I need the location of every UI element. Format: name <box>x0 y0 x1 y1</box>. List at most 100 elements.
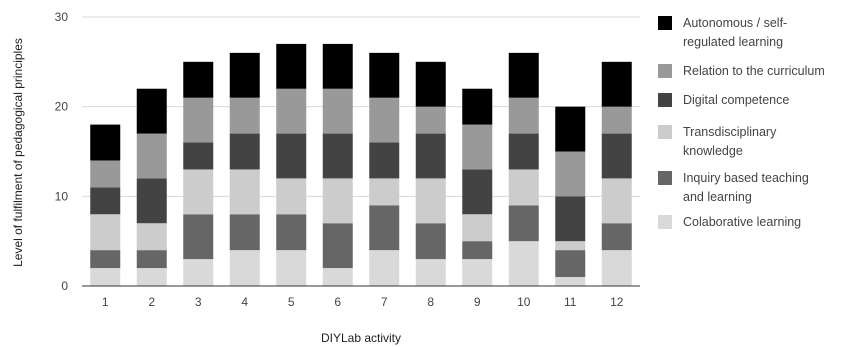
x-axis-ticks: 1 2 3 4 5 6 7 8 9 10 11 12 <box>102 295 624 309</box>
bar-segment <box>601 133 632 179</box>
y-axis-ticks: 0 10 20 30 <box>55 10 69 293</box>
bar-segment <box>183 97 214 143</box>
bar-segment <box>508 133 539 170</box>
x-tick-label: 12 <box>610 295 624 309</box>
bar-segment <box>229 169 260 215</box>
bar-segment <box>555 277 586 286</box>
bar-segment <box>369 250 400 286</box>
bar-segment <box>415 61 446 107</box>
bar-segment <box>322 178 353 224</box>
gridlines <box>82 16 640 197</box>
legend-swatch <box>658 125 672 139</box>
y-tick-label: 0 <box>61 279 68 293</box>
bar-segment <box>601 223 632 251</box>
legend-label: Colaborative learning <box>683 215 801 229</box>
bar-segment <box>90 250 121 269</box>
bar-segment <box>369 178 400 206</box>
bar-segment <box>369 205 400 251</box>
x-tick-label: 10 <box>517 295 531 309</box>
legend-label: Inquiry based teaching <box>683 171 809 185</box>
bar-segment <box>183 142 214 170</box>
bar-segment <box>276 178 307 215</box>
bar-segment <box>322 133 353 179</box>
x-tick-label: 7 <box>381 295 388 309</box>
bar-segment <box>415 223 446 260</box>
bar-segment <box>90 187 121 215</box>
legend-label: and learning <box>683 190 752 204</box>
bar-segment <box>183 259 214 286</box>
bar-segment <box>369 52 400 98</box>
bar-segment <box>462 124 493 170</box>
bar-segment <box>462 259 493 286</box>
y-tick-label: 20 <box>55 100 69 114</box>
bar-segment <box>322 88 353 134</box>
bar-segment <box>601 178 632 224</box>
bar-segment <box>322 268 353 286</box>
legend-label: regulated learning <box>683 35 783 49</box>
bar-segment <box>555 196 586 242</box>
bars <box>90 43 632 286</box>
bar-segment <box>136 88 167 134</box>
bar-segment <box>508 205 539 242</box>
bar-segment <box>90 214 121 251</box>
x-tick-label: 3 <box>195 295 202 309</box>
bar-segment <box>601 106 632 134</box>
bar-segment <box>601 61 632 107</box>
bar-segment <box>183 169 214 215</box>
bar-segment <box>276 250 307 286</box>
legend-swatch <box>658 215 672 229</box>
x-tick-label: 9 <box>474 295 481 309</box>
bar-segment <box>276 88 307 134</box>
bar-segment <box>136 223 167 251</box>
legend-label: knowledge <box>683 144 743 158</box>
legend-label: Autonomous / self- <box>683 16 787 30</box>
bar-segment <box>229 97 260 134</box>
legend-label: Relation to the curriculum <box>683 64 825 78</box>
x-tick-label: 11 <box>564 295 577 309</box>
bar-segment <box>229 214 260 251</box>
bar-segment <box>462 241 493 260</box>
x-tick-label: 6 <box>334 295 341 309</box>
bar-segment <box>136 178 167 224</box>
bar-segment <box>462 88 493 125</box>
legend-swatch <box>658 93 672 107</box>
bar-segment <box>462 214 493 242</box>
bar-segment <box>136 133 167 179</box>
legend: Autonomous / self-regulated learning Rela… <box>658 16 825 229</box>
bar-segment <box>508 97 539 134</box>
bar-segment <box>508 169 539 206</box>
bar-segment <box>415 133 446 179</box>
bar-segment <box>415 259 446 286</box>
bar-segment <box>369 142 400 179</box>
bar-segment <box>462 169 493 215</box>
x-tick-label: 2 <box>148 295 155 309</box>
legend-label: Digital competence <box>683 93 789 107</box>
bar-segment <box>322 223 353 269</box>
bar-segment <box>415 106 446 134</box>
bar-segment <box>555 241 586 251</box>
legend-swatch <box>658 16 672 30</box>
x-tick-label: 4 <box>241 295 248 309</box>
y-axis-title: Level of fulfilment of pedagogical princ… <box>11 38 25 267</box>
bar-segment <box>322 43 353 89</box>
y-tick-label: 10 <box>55 189 69 203</box>
bar-segment <box>90 268 121 286</box>
bar-segment <box>229 52 260 98</box>
bar-segment <box>369 97 400 143</box>
x-axis-title: DIYLab activity <box>321 331 401 345</box>
bar-segment <box>508 241 539 286</box>
bar-segment <box>601 250 632 286</box>
x-tick-label: 1 <box>102 295 109 309</box>
bar-segment <box>555 106 586 152</box>
bar-segment <box>136 250 167 269</box>
bar-segment <box>183 214 214 260</box>
bar-segment <box>508 52 539 98</box>
x-tick-label: 8 <box>427 295 434 309</box>
bar-segment <box>415 178 446 224</box>
legend-swatch <box>658 64 672 78</box>
bar-segment <box>90 160 121 188</box>
bar-segment <box>555 151 586 197</box>
bar-segment <box>276 43 307 89</box>
bar-segment <box>555 250 586 278</box>
